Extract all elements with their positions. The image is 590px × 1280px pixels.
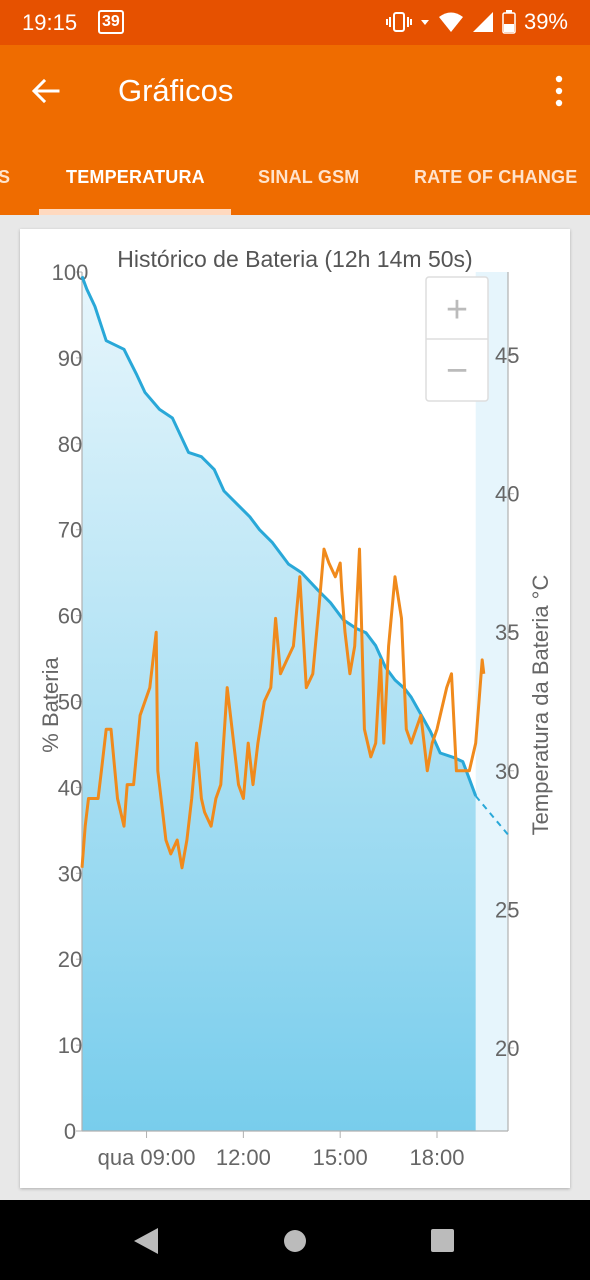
y-tick-label: 70 [58,518,82,543]
y2-tick-label: 25 [495,897,519,922]
x-tick-label: qua 09:00 [98,1145,196,1170]
dropdown-arrow-icon [420,20,429,25]
status-icons: 39% [385,9,568,35]
y-tick-label: 50 [58,690,82,715]
x-tick-label: 18:00 [409,1145,464,1170]
nav-home-icon[interactable] [283,1229,307,1253]
y2-tick-label: 20 [495,1036,519,1061]
y-tick-label: 40 [58,775,82,800]
y2-tick-label: 45 [495,343,519,368]
y2-tick-label: 40 [495,482,519,507]
navigation-bar [0,1200,590,1280]
battery-history-chart[interactable]: Histórico de Bateria (12h 14m 50s) 0 10 20… [20,229,570,1188]
y-tick-label: 0 [64,1119,76,1144]
tab-temperatura[interactable]: TEMPERATURA [66,167,205,187]
tab-partial[interactable]: S [0,167,11,187]
wifi-icon [438,12,463,32]
y-axis-label: % Bateria [38,657,63,753]
y2-tick-label: 35 [495,620,519,645]
y-tick-label: 10 [58,1033,82,1058]
chart-card: Histórico de Bateria (12h 14m 50s) 0 10 20… [20,229,570,1188]
zoom-controls: + − [425,276,489,402]
battery-percent: 39% [523,9,568,34]
tab-indicator [39,209,231,215]
more-options-icon[interactable] [554,75,564,107]
battery-icon [502,10,516,34]
app-bar: Gráficos S TEMPERATURA SINAL GSM RATE OF… [0,45,590,215]
y-tick-label: 30 [58,861,82,886]
tab-rate-of-change[interactable]: RATE OF CHANGE [414,167,578,187]
tab-bar: S TEMPERATURA SINAL GSM RATE OF CHANGE [0,157,590,215]
y2-tick-label: 30 [495,759,519,784]
y-tick-label: 60 [58,604,82,629]
projection-area [475,272,508,1131]
zoom-out-icon[interactable]: − [446,350,468,392]
y-tick-label: 20 [58,947,82,972]
status-time: 19:15 [22,10,78,35]
page-title: Gráficos [118,73,234,108]
battery-projection-line [474,795,509,836]
y-tick-label: 80 [58,432,82,457]
nav-back-icon[interactable] [132,1226,160,1256]
back-arrow-icon[interactable] [30,75,62,107]
tab-sinal-gsm[interactable]: SINAL GSM [258,167,360,187]
notification-badge: 39 [98,10,124,34]
temperature-line [80,547,486,870]
nav-recents-icon[interactable] [430,1228,455,1253]
x-tick-label: 15:00 [313,1145,368,1170]
vibrate-icon [385,12,412,32]
x-tick-label: 12:00 [216,1145,271,1170]
chart-title: Histórico de Bateria (12h 14m 50s) [117,246,472,272]
y-tick-label: 90 [58,346,82,371]
battery-area-fill [82,276,476,1131]
y2-axis-label: Temperatura da Bateria °C [528,575,553,836]
signal-icon [472,12,493,32]
zoom-in-icon[interactable]: + [446,289,468,331]
status-bar: 19:15 39 39% [0,0,590,45]
